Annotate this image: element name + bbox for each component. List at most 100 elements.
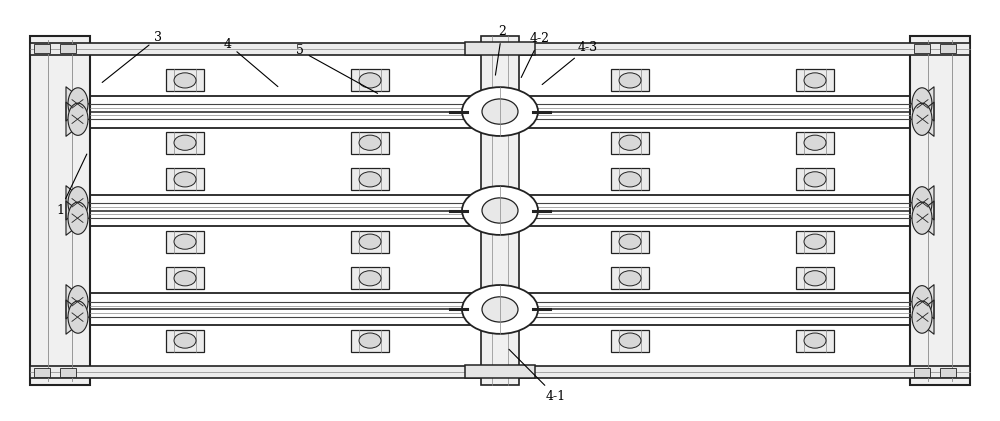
Ellipse shape bbox=[619, 271, 641, 286]
Ellipse shape bbox=[804, 73, 826, 88]
Polygon shape bbox=[912, 201, 934, 235]
Polygon shape bbox=[66, 300, 88, 334]
Text: 4-3: 4-3 bbox=[542, 41, 598, 85]
Ellipse shape bbox=[912, 187, 932, 219]
Text: 3: 3 bbox=[102, 32, 162, 83]
Ellipse shape bbox=[912, 286, 932, 318]
Bar bbox=[796, 168, 834, 190]
Ellipse shape bbox=[804, 234, 826, 249]
Bar bbox=[465, 42, 535, 55]
Polygon shape bbox=[912, 87, 934, 121]
Ellipse shape bbox=[482, 99, 518, 124]
Bar bbox=[611, 132, 649, 154]
Bar bbox=[910, 36, 970, 385]
Ellipse shape bbox=[912, 202, 932, 234]
Ellipse shape bbox=[174, 333, 196, 348]
Ellipse shape bbox=[174, 271, 196, 286]
Bar bbox=[34, 368, 50, 377]
Bar bbox=[796, 330, 834, 352]
Text: 4: 4 bbox=[224, 38, 278, 87]
Bar bbox=[166, 231, 204, 253]
Ellipse shape bbox=[912, 88, 932, 120]
Ellipse shape bbox=[68, 88, 88, 120]
Ellipse shape bbox=[68, 301, 88, 333]
Polygon shape bbox=[66, 285, 88, 319]
Bar bbox=[611, 267, 649, 289]
Ellipse shape bbox=[174, 172, 196, 187]
Ellipse shape bbox=[174, 234, 196, 249]
Bar bbox=[166, 132, 204, 154]
Ellipse shape bbox=[462, 87, 538, 136]
Ellipse shape bbox=[359, 333, 381, 348]
Bar bbox=[166, 69, 204, 91]
Ellipse shape bbox=[68, 202, 88, 234]
Bar bbox=[796, 132, 834, 154]
Bar bbox=[60, 368, 76, 377]
Bar bbox=[796, 231, 834, 253]
Ellipse shape bbox=[482, 198, 518, 223]
Polygon shape bbox=[66, 102, 88, 136]
Ellipse shape bbox=[912, 301, 932, 333]
Text: 5: 5 bbox=[296, 44, 378, 93]
Ellipse shape bbox=[359, 234, 381, 249]
Bar bbox=[351, 330, 389, 352]
Ellipse shape bbox=[619, 234, 641, 249]
Bar bbox=[351, 168, 389, 190]
Bar bbox=[30, 36, 90, 385]
Ellipse shape bbox=[482, 297, 518, 322]
Polygon shape bbox=[66, 201, 88, 235]
Text: 4-1: 4-1 bbox=[509, 349, 566, 403]
Bar bbox=[611, 330, 649, 352]
Ellipse shape bbox=[804, 333, 826, 348]
Bar bbox=[166, 267, 204, 289]
Polygon shape bbox=[912, 102, 934, 136]
Ellipse shape bbox=[804, 271, 826, 286]
Bar bbox=[940, 368, 956, 377]
Ellipse shape bbox=[68, 103, 88, 135]
Polygon shape bbox=[66, 87, 88, 121]
Bar bbox=[796, 267, 834, 289]
Ellipse shape bbox=[619, 172, 641, 187]
Ellipse shape bbox=[804, 135, 826, 150]
Bar bbox=[611, 69, 649, 91]
Polygon shape bbox=[66, 186, 88, 220]
Text: 2: 2 bbox=[495, 25, 506, 75]
Bar bbox=[796, 69, 834, 91]
Ellipse shape bbox=[462, 285, 538, 334]
Ellipse shape bbox=[359, 271, 381, 286]
Text: 4-2: 4-2 bbox=[521, 32, 550, 77]
Bar bbox=[351, 231, 389, 253]
Ellipse shape bbox=[174, 73, 196, 88]
Ellipse shape bbox=[68, 187, 88, 219]
Ellipse shape bbox=[619, 333, 641, 348]
Ellipse shape bbox=[359, 172, 381, 187]
Bar bbox=[611, 168, 649, 190]
Bar bbox=[166, 330, 204, 352]
Ellipse shape bbox=[68, 286, 88, 318]
Ellipse shape bbox=[359, 73, 381, 88]
Ellipse shape bbox=[462, 186, 538, 235]
Ellipse shape bbox=[804, 172, 826, 187]
Bar bbox=[914, 368, 930, 377]
Text: 1: 1 bbox=[56, 154, 87, 217]
Ellipse shape bbox=[174, 135, 196, 150]
Bar bbox=[611, 231, 649, 253]
Bar bbox=[351, 69, 389, 91]
Bar bbox=[34, 44, 50, 53]
Bar bbox=[940, 44, 956, 53]
Bar bbox=[481, 36, 519, 385]
Bar bbox=[465, 365, 535, 378]
Ellipse shape bbox=[619, 135, 641, 150]
Ellipse shape bbox=[359, 135, 381, 150]
Bar bbox=[351, 132, 389, 154]
Bar bbox=[30, 366, 970, 378]
Polygon shape bbox=[912, 300, 934, 334]
Bar bbox=[166, 168, 204, 190]
Bar bbox=[30, 43, 970, 55]
Polygon shape bbox=[912, 186, 934, 220]
Bar bbox=[351, 267, 389, 289]
Ellipse shape bbox=[912, 103, 932, 135]
Ellipse shape bbox=[619, 73, 641, 88]
Bar bbox=[914, 44, 930, 53]
Polygon shape bbox=[912, 285, 934, 319]
